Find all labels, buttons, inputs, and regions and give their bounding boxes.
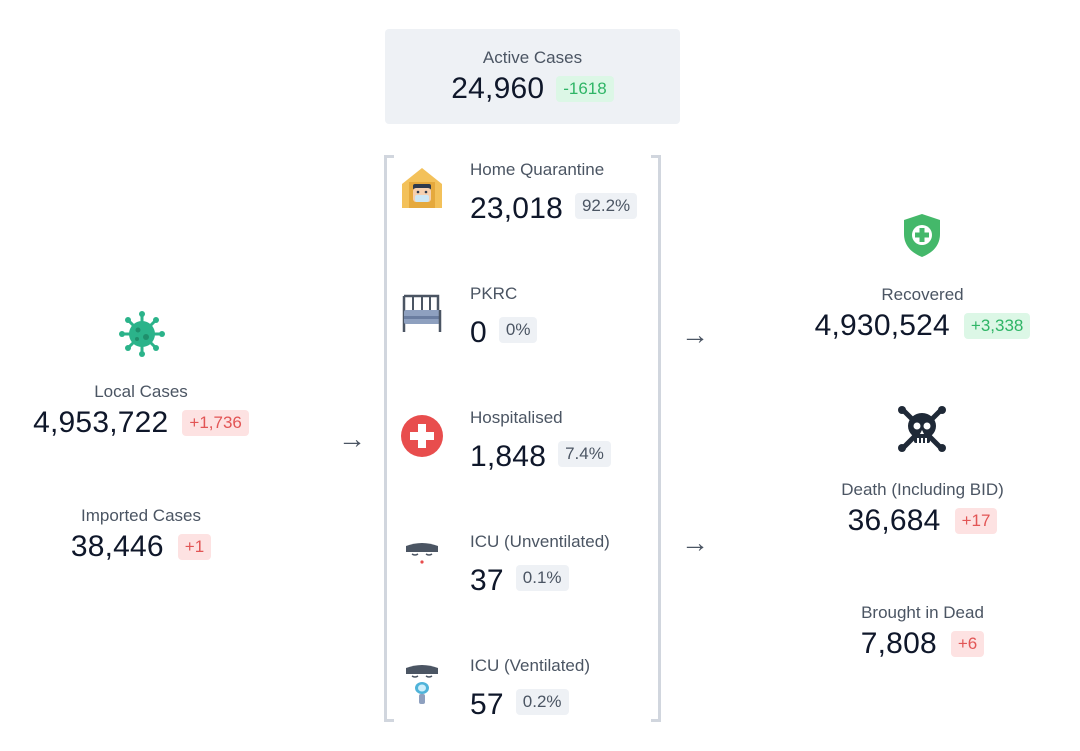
pkrc-percent: 0% xyxy=(498,317,538,343)
arrow-right-icon: → xyxy=(681,527,709,558)
active-cases-label: Active Cases xyxy=(482,48,583,67)
recovered-value: 4,930,524 xyxy=(814,309,950,342)
arrow-right-icon: → xyxy=(681,319,709,350)
local-cases-block: Local Cases 4,953,722 +1,736 xyxy=(20,382,262,440)
icu-patient-icon xyxy=(400,538,444,582)
death-change: +17 xyxy=(954,508,998,534)
active-cases-value: 24,960 xyxy=(451,72,545,105)
skull-crossbones-icon xyxy=(897,404,947,454)
icu-ventilated-label: ICU (Ventilated) xyxy=(470,656,590,675)
home-quarantine-icon xyxy=(400,166,444,210)
active-cases-card: Active Cases 24,960 -1618 xyxy=(385,29,680,124)
icu-unventilated-percent: 0.1% xyxy=(515,565,569,591)
pkrc-label: PKRC xyxy=(470,284,518,303)
bid-block: Brought in Dead 7,808 +6 xyxy=(790,603,1055,661)
imported-cases-block: Imported Cases 38,446 +1 xyxy=(20,506,262,564)
local-cases-value: 4,953,722 xyxy=(33,406,169,439)
death-value: 36,684 xyxy=(847,504,941,537)
ventilated-patient-icon xyxy=(400,662,444,706)
arrow-right-icon: → xyxy=(338,423,366,454)
virus-icon xyxy=(118,310,166,358)
icu-ventilated-value: 57 xyxy=(470,688,504,721)
shield-plus-icon xyxy=(902,212,942,258)
active-cases-change: -1618 xyxy=(556,76,614,102)
bracket-left xyxy=(384,155,394,722)
bracket-right xyxy=(651,155,661,722)
recovered-label: Recovered xyxy=(881,285,964,304)
icu-ventilated-percent: 0.2% xyxy=(515,689,569,715)
icu-unventilated-label: ICU (Unventilated) xyxy=(470,532,610,551)
bed-icon xyxy=(400,290,444,334)
bid-label: Brought in Dead xyxy=(861,603,984,622)
local-cases-change: +1,736 xyxy=(182,410,249,436)
local-cases-label: Local Cases xyxy=(94,382,188,401)
death-label: Death (Including BID) xyxy=(841,480,1004,499)
icu-unventilated-value: 37 xyxy=(470,564,504,597)
hospitalised-label: Hospitalised xyxy=(470,408,563,427)
bid-change: +6 xyxy=(950,631,985,657)
imported-cases-change: +1 xyxy=(177,534,212,560)
imported-cases-label: Imported Cases xyxy=(81,506,201,525)
hospitalised-percent: 7.4% xyxy=(558,441,611,467)
death-block: Death (Including BID) 36,684 +17 xyxy=(790,480,1055,538)
recovered-change: +3,338 xyxy=(963,313,1031,339)
home-quarantine-percent: 92.2% xyxy=(574,193,638,219)
imported-cases-value: 38,446 xyxy=(70,530,164,563)
hospital-cross-icon xyxy=(400,414,444,458)
hospitalised-value: 1,848 xyxy=(470,440,547,473)
home-quarantine-value: 23,018 xyxy=(470,192,563,225)
home-quarantine-label: Home Quarantine xyxy=(470,160,605,179)
bid-value: 7,808 xyxy=(860,627,937,660)
recovered-block: Recovered 4,930,524 +3,338 xyxy=(790,285,1055,343)
pkrc-value: 0 xyxy=(470,316,487,349)
